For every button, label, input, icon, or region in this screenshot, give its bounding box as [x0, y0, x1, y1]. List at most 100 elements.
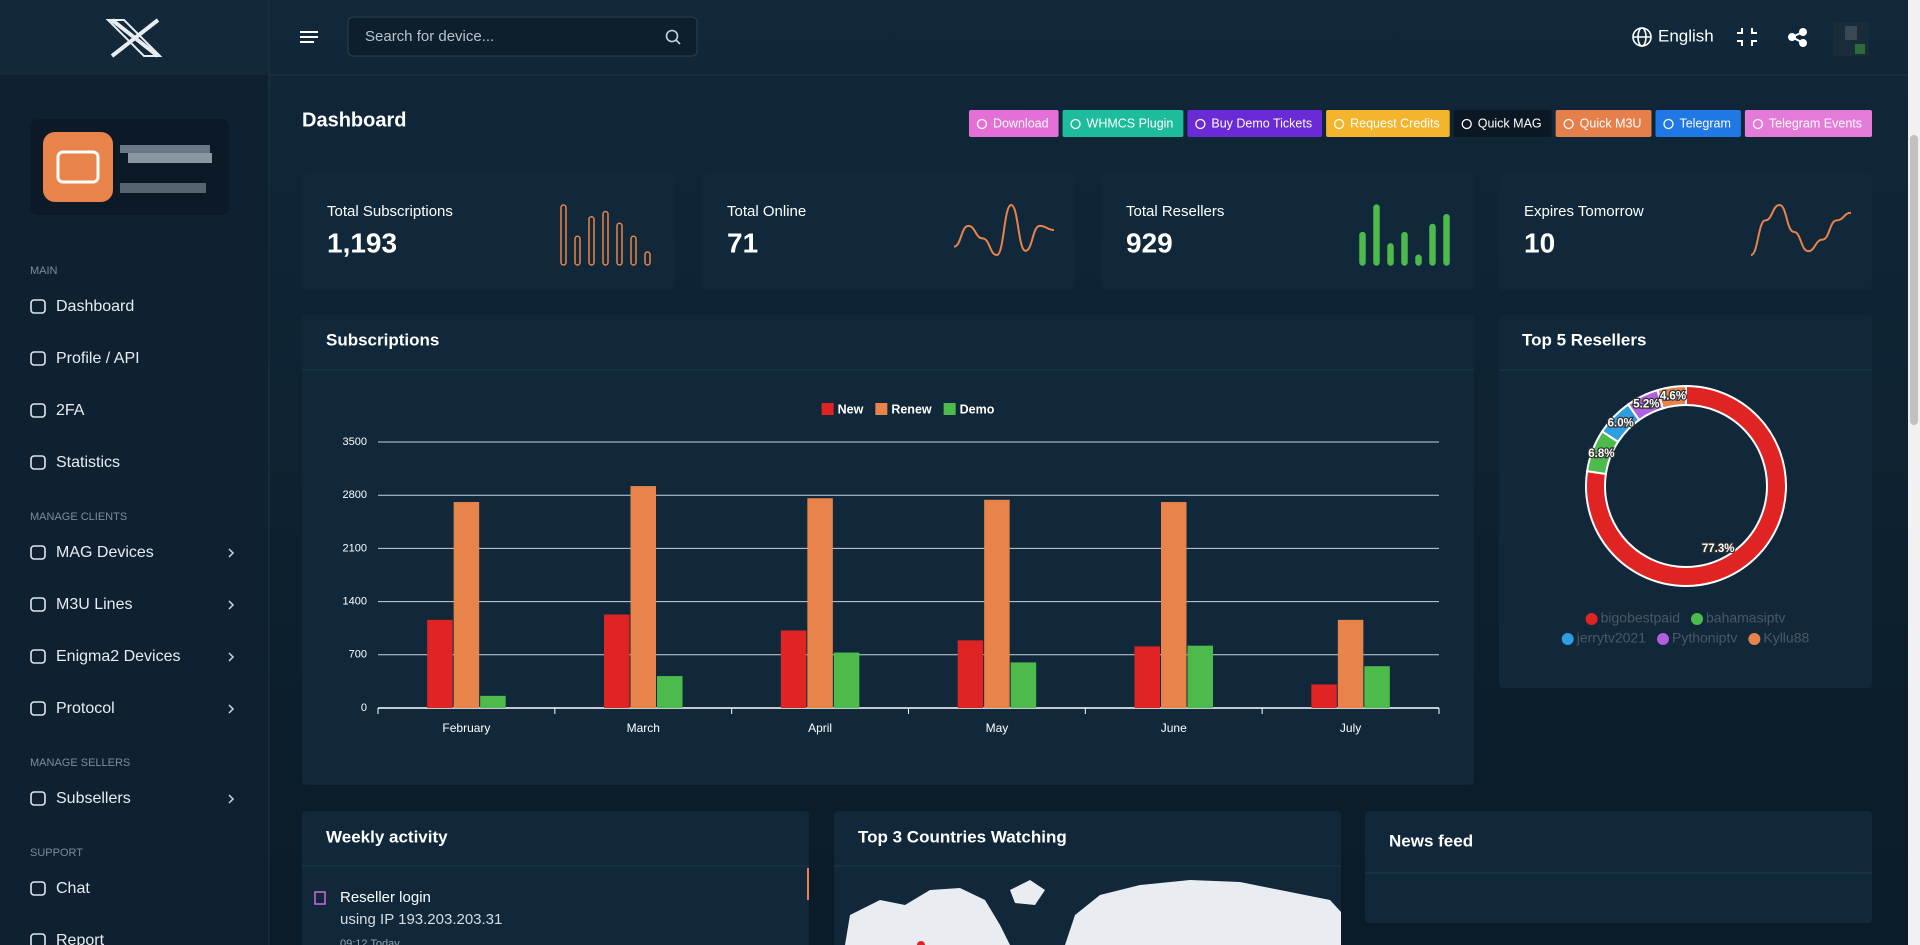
chevron	[228, 794, 235, 804]
legend-dot	[1585, 613, 1598, 625]
nav-icon	[30, 455, 46, 470]
button-bg	[968, 110, 1059, 137]
bar	[427, 619, 453, 708]
bar	[1337, 619, 1364, 708]
activity-time: 09:12 Today	[340, 938, 400, 945]
stat-label: Total Resellers	[1126, 203, 1224, 220]
nav-item[interactable]: Protocol	[30, 700, 235, 717]
bar	[984, 499, 1010, 708]
x-tick-label: April	[808, 721, 832, 735]
nav-item-label: Protocol	[56, 700, 115, 717]
donut-slice	[1656, 384, 1687, 410]
menu-toggle[interactable]	[300, 31, 318, 43]
legend-label: Demo	[960, 402, 995, 416]
button-label: WHMCS Plugin	[1087, 116, 1174, 130]
share-icon[interactable]	[1788, 28, 1807, 47]
nav-item[interactable]: Subsellers	[30, 790, 235, 807]
nav-item-label: Profile / API	[56, 350, 140, 367]
bar	[604, 614, 630, 708]
nav-icon	[30, 649, 46, 664]
donut-slice	[1585, 384, 1787, 587]
sparkline-bar	[588, 215, 595, 266]
action-button[interactable]: Quick MAG	[1453, 110, 1552, 137]
fullscreen-icon[interactable]	[1737, 28, 1757, 46]
action-button[interactable]: Telegram Events	[1744, 110, 1872, 137]
nav-icon	[30, 545, 46, 560]
sparkline-bar	[1387, 243, 1394, 266]
nav-item[interactable]: Chat	[30, 880, 90, 897]
scrollbar-thumb[interactable]	[1910, 135, 1918, 425]
panel-title: Top 3 Countries Watching	[858, 827, 1067, 846]
stat-label: Expires Tomorrow	[1524, 203, 1644, 220]
nav-item[interactable]: Enigma2 Devices	[30, 648, 235, 665]
nav-icon	[30, 403, 46, 418]
button-bg	[1187, 110, 1323, 137]
nav-section-title: SUPPORT	[30, 847, 83, 859]
search-box[interactable]	[347, 16, 698, 57]
legend-label: bigobestpaid	[1601, 610, 1680, 626]
action-button[interactable]: Request Credits	[1326, 110, 1450, 137]
activity-title: Reseller login	[340, 889, 431, 906]
language-selector[interactable]: English	[1658, 26, 1714, 45]
button-icon	[1070, 118, 1081, 130]
nav-item[interactable]: 2FA	[30, 402, 85, 419]
stat-card	[302, 173, 675, 290]
legend: bigobestpaid bahamasiptv	[1585, 610, 1785, 626]
nav-item-label: Chat	[56, 880, 90, 897]
nav-icon	[30, 701, 46, 716]
nav-icon	[30, 299, 46, 314]
bar	[1364, 666, 1390, 708]
sparkline-bar	[1401, 231, 1408, 266]
button-label: Quick M3U	[1580, 116, 1642, 130]
stat-card	[1499, 173, 1872, 290]
action-button[interactable]: Download	[968, 110, 1059, 137]
nav-item[interactable]: Report	[30, 932, 105, 945]
stat-card	[1101, 173, 1474, 290]
legend-swatch	[821, 403, 834, 415]
nav-icon	[30, 351, 46, 366]
donut-label: 6.0%	[1608, 417, 1634, 429]
button-label: Quick MAG	[1478, 116, 1542, 130]
stat-value: 929	[1126, 227, 1173, 258]
x-tick-label: March	[627, 721, 660, 735]
nav-item[interactable]: MAG Devices	[30, 544, 235, 561]
bar	[480, 695, 506, 708]
action-button[interactable]: WHMCS Plugin	[1062, 110, 1184, 137]
redacted-user-name	[120, 145, 212, 193]
nav-item-label: M3U Lines	[56, 596, 132, 613]
sparkline-bar	[616, 222, 623, 266]
button-bg	[1555, 110, 1652, 137]
bar	[1187, 645, 1213, 708]
x-tick-label: May	[986, 721, 1009, 735]
legend-dot	[1656, 633, 1669, 645]
bar	[1161, 502, 1187, 708]
action-button[interactable]: Telegram	[1655, 110, 1741, 137]
nav-item[interactable]: M3U Lines	[30, 596, 235, 613]
donut-label: 6.8%	[1588, 448, 1614, 460]
profile-avatar[interactable]	[1833, 22, 1869, 56]
stat-value: 10	[1524, 227, 1555, 258]
bar	[453, 502, 480, 708]
button-label: Request Credits	[1350, 116, 1440, 130]
globe-icon	[1632, 27, 1652, 47]
panel-title: Weekly activity	[326, 827, 448, 846]
button-icon	[1333, 118, 1345, 130]
legend: New Renew Demo	[821, 402, 995, 416]
sparkline-line	[953, 203, 1055, 257]
nav-item[interactable]: Dashboard	[30, 298, 134, 315]
page-title: Dashboard	[302, 109, 406, 131]
nav-item-label: Subsellers	[56, 790, 131, 807]
action-button[interactable]: Quick M3U	[1555, 110, 1652, 137]
stat-label: Total Online	[727, 203, 806, 220]
nav-item[interactable]: Statistics	[30, 454, 120, 471]
legend-label: Renew	[891, 402, 932, 416]
action-button[interactable]: Buy Demo Tickets	[1187, 110, 1323, 137]
stat-label: Total Subscriptions	[327, 203, 453, 220]
bar	[1311, 684, 1337, 708]
nav-item-label: 2FA	[56, 402, 85, 419]
button-icon	[1663, 118, 1674, 130]
nav-item-label: Report	[56, 932, 105, 945]
nav-item[interactable]: Profile / API	[30, 350, 140, 367]
sparkline-bar	[602, 210, 609, 266]
